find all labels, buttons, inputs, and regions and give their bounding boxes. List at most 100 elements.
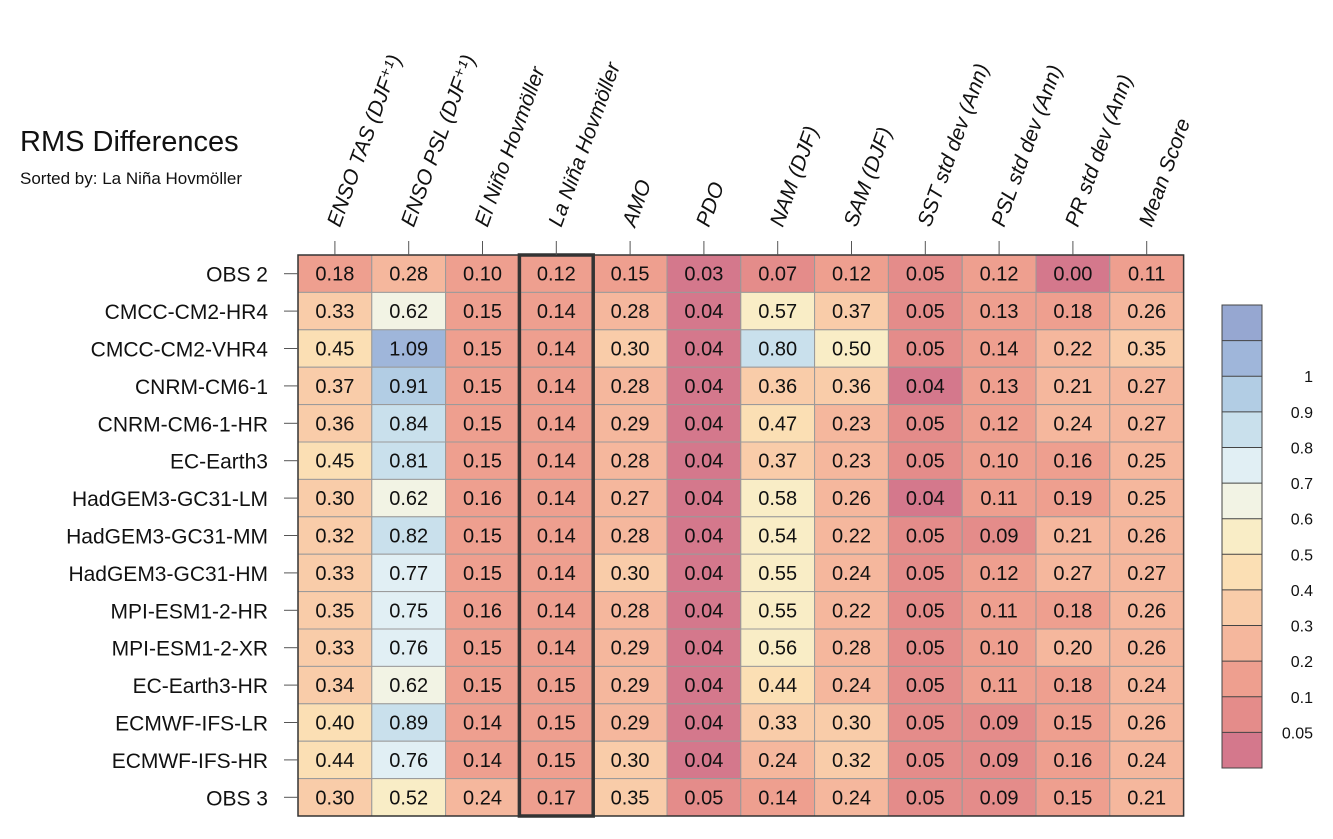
cell-value-label: 0.29 — [611, 638, 650, 660]
heatmap-cell — [666, 404, 742, 443]
cell-value-label: 0.56 — [758, 638, 797, 660]
cell-value-label: 0.05 — [906, 339, 945, 361]
cell-value-label: 0.05 — [906, 563, 945, 585]
cell-value-label: 0.27 — [1127, 376, 1166, 398]
cell-value-label: 0.26 — [1127, 638, 1166, 660]
cell-value-label: 0.12 — [980, 264, 1019, 286]
heatmap-cell — [518, 778, 594, 817]
cell-value-label: 0.22 — [832, 600, 871, 622]
cell-value-label: 0.12 — [980, 563, 1019, 585]
cell-value-label: 0.05 — [906, 675, 945, 697]
row-label: ECMWF-IFS-LR — [115, 713, 268, 736]
heatmap-cell — [740, 628, 816, 667]
colorbar-segment — [1222, 447, 1262, 484]
cell-value-label: 0.14 — [537, 413, 576, 435]
cell-value-label: 0.58 — [758, 488, 797, 510]
heatmap-cell — [297, 441, 373, 480]
heatmap-cell — [371, 778, 447, 817]
heatmap-cell — [1109, 703, 1185, 742]
heatmap-cell — [297, 591, 373, 630]
cell-value-label: 0.16 — [463, 600, 502, 622]
heatmap-cell — [1035, 516, 1111, 555]
heatmap-cell — [814, 516, 889, 555]
column-label: ENSO PSL (DJF⁺¹) — [397, 52, 481, 230]
heatmap-cell — [445, 329, 520, 368]
row-label: CMCC-CM2-HR4 — [105, 301, 269, 324]
cell-value-label: 0.05 — [906, 413, 945, 435]
row-label: OBS 2 — [206, 264, 268, 287]
cell-value-label: 0.14 — [537, 451, 576, 473]
cell-value-label: 0.47 — [758, 413, 797, 435]
heatmap-cell — [961, 553, 1037, 593]
cell-value-label: 0.04 — [684, 600, 723, 622]
cell-value-label: 0.36 — [832, 376, 871, 398]
cell-value-label: 0.14 — [537, 488, 576, 510]
heatmap-cell — [666, 778, 742, 817]
heatmap-cell — [518, 329, 594, 368]
cell-value-label: 0.05 — [906, 451, 945, 473]
cell-value-label: 0.23 — [832, 413, 871, 435]
cell-value-label: 0.24 — [832, 563, 871, 585]
heatmap-cell — [961, 441, 1037, 480]
cell-value-label: 0.15 — [537, 750, 576, 772]
cell-value-label: 0.45 — [315, 339, 354, 361]
cell-value-label: 0.27 — [1053, 563, 1092, 585]
cell-value-label: 0.09 — [980, 526, 1019, 548]
heatmap-cell — [740, 441, 816, 480]
heatmap-cell — [887, 778, 963, 817]
cell-value-label: 0.25 — [1127, 488, 1166, 510]
cell-value-label: 0.15 — [611, 264, 650, 286]
heatmap-cell — [371, 291, 447, 331]
heatmap-cell — [666, 740, 742, 780]
colorbar-segment — [1222, 411, 1262, 448]
cell-value-label: 0.25 — [1127, 451, 1166, 473]
cell-value-label: 0.29 — [611, 713, 650, 735]
cell-value-label: 0.15 — [537, 675, 576, 697]
heatmap-cell — [297, 516, 373, 555]
cell-value-label: 0.12 — [980, 413, 1019, 435]
cell-value-label: 0.62 — [389, 301, 428, 323]
colorbar-segment — [1222, 589, 1262, 626]
heatmap-cell — [961, 329, 1037, 368]
cell-value-label: 0.09 — [980, 713, 1019, 735]
cell-value-label: 0.15 — [463, 675, 502, 697]
cell-value-label: 0.33 — [315, 301, 354, 323]
column-label: PR std dev (Ann) — [1061, 72, 1137, 230]
cell-value-label: 0.75 — [389, 600, 428, 622]
cell-value-label: 0.22 — [1053, 339, 1092, 361]
heatmap-cell — [445, 553, 520, 593]
heatmap-cell — [297, 553, 373, 593]
cell-value-label: 0.15 — [1053, 787, 1092, 809]
cell-value-label: 0.45 — [315, 451, 354, 473]
cell-value-label: 0.30 — [611, 750, 650, 772]
row-label: EC-Earth3 — [170, 451, 268, 474]
colorbar-segment — [1222, 732, 1262, 768]
heatmap-cell — [592, 665, 668, 705]
cell-value-label: 0.44 — [758, 675, 797, 697]
heatmap-cell — [1109, 778, 1185, 817]
heatmap-cell — [961, 591, 1037, 630]
cell-value-label: 0.04 — [684, 451, 723, 473]
cell-value-label: 0.28 — [832, 638, 871, 660]
cell-value-label: 0.55 — [758, 563, 797, 585]
colorbar-segment — [1222, 661, 1262, 697]
column-label: Mean Score — [1135, 115, 1195, 229]
row-label: HadGEM3-GC31-HM — [68, 563, 268, 586]
cell-value-label: 0.15 — [1053, 713, 1092, 735]
heatmap-cell — [371, 703, 447, 742]
heatmap-cell — [371, 329, 447, 368]
cell-value-label: 0.04 — [906, 488, 945, 510]
heatmap-cell — [814, 591, 889, 630]
cell-value-label: 0.14 — [537, 563, 576, 585]
cell-value-label: 0.28 — [611, 376, 650, 398]
cell-value-label: 0.18 — [1053, 675, 1092, 697]
heatmap-cell — [445, 404, 520, 443]
heatmap-cell — [1109, 628, 1185, 667]
heatmap-cell — [887, 703, 963, 742]
cell-value-label: 0.52 — [389, 787, 428, 809]
heatmap-cell — [814, 404, 889, 443]
cell-value-label: 0.04 — [684, 413, 723, 435]
cell-value-label: 0.23 — [832, 451, 871, 473]
heatmap-cell — [740, 254, 816, 293]
